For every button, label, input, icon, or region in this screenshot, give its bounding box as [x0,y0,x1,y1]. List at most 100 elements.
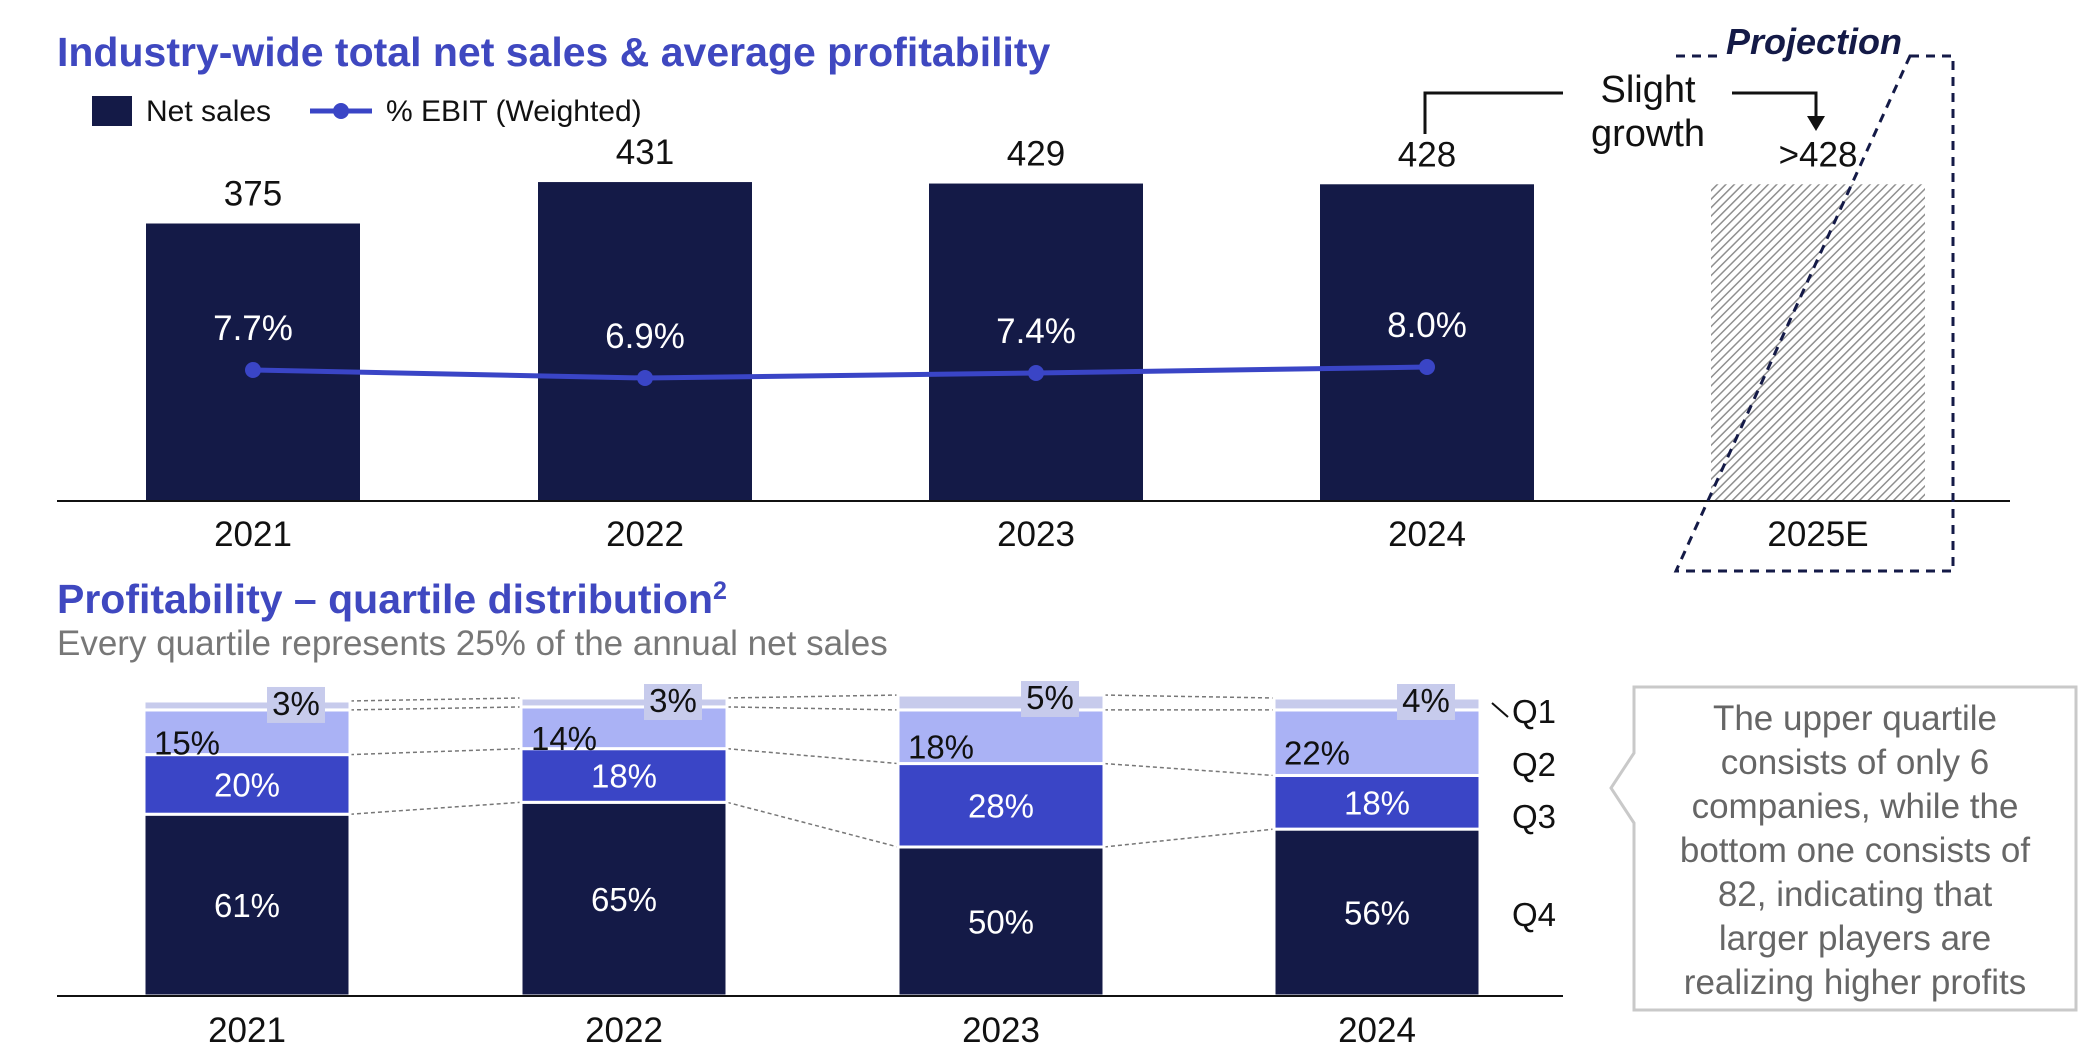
q1-badge [267,686,325,723]
growth-annotation: Slight growth [1423,69,1825,155]
projection-dashed-border [1673,54,1955,573]
segment-connector [726,801,899,848]
segment-connector [726,706,899,711]
bar-q1 [1272,696,1482,712]
note-text: The upper quartile consists of only 6 comp… [1680,699,2030,1002]
quartile-bars [142,693,1482,998]
note-callout-border [1609,685,2078,1012]
note-line: companies, while the [1692,787,2019,826]
bar-q3 [1272,773,1482,831]
q3-value-label: 18% [1344,784,1410,821]
q3-label: Q3 [1512,798,1556,835]
top-x-tick-label: 2022 [606,515,684,554]
bottom-chart-subtitle: Every quartile represents 25% of the ann… [57,624,888,663]
top-x-tick-label: 2024 [1388,515,1466,554]
segment-connector [726,694,899,699]
segment-connector [1103,762,1275,777]
q1-label: Q1 [1512,693,1556,730]
ebit-value-label: 6.9% [605,317,685,356]
bar-q3 [142,753,352,816]
ebit-point [637,370,653,386]
growth-connector-left [1423,91,1563,134]
legend-ebit-label: % EBIT (Weighted) [386,95,642,128]
note-callout: The upper quartile consists of only 6 comp… [1609,685,2078,1012]
legend-net-sales-swatch [92,96,132,126]
quartile-connectors [349,694,1275,848]
segment-connector [1103,828,1275,848]
q3-value-label: 18% [591,757,657,794]
ebit-value-label: 7.7% [213,309,293,348]
q1-value-label: 3% [272,685,320,722]
q2-value-label: 18% [908,729,974,766]
segment-connector [349,747,522,756]
bar-q4 [519,800,729,998]
bar-q3 [519,747,729,804]
note-line: 82, indicating that [1718,875,1993,914]
segment-connector [726,747,899,765]
q4-value-label: 61% [214,887,280,924]
legend-net-sales-label: Net sales [146,95,271,128]
q1-value-label: 5% [1026,679,1074,716]
bar-net-sales [929,183,1143,502]
bar-q1 [142,699,352,712]
growth-arrowhead [1807,116,1825,131]
growth-line-2: growth [1591,113,1705,155]
growth-line-1: Slight [1600,69,1695,111]
bottom-x-tick-label: 2023 [962,1011,1040,1050]
quartile-labels: 61%20%15%3%202165%18%14%3%202250%28%18%5… [154,679,1455,1050]
bar-q1 [519,696,729,709]
net-sales-bars [146,182,1925,502]
bottom-x-tick-label: 2021 [208,1011,286,1050]
q1-value-label: 3% [649,682,697,719]
q2-value-label: 14% [531,720,597,757]
net-sales-value-label: 429 [1007,135,1065,174]
bar-net-sales [538,182,752,501]
projection-box: Projection [1673,21,1955,573]
note-line: realizing higher profits [1684,963,2026,1002]
bar-q4 [1272,827,1482,998]
net-sales-value-label: 375 [224,175,282,214]
top-x-tick-label: 2021 [214,515,292,554]
bottom-chart-title-text: Profitability – quartile distribution [57,576,713,622]
ebit-point [245,362,261,378]
ebit-value-label: 8.0% [1387,306,1467,345]
ebit-value-label: 7.4% [996,312,1076,351]
ebit-point [1419,359,1435,375]
bar-q2 [1272,708,1482,777]
segment-connector [349,706,522,711]
q2-label: Q2 [1512,746,1556,783]
bottom-chart-title: Profitability – quartile distribution2 [57,576,727,622]
ebit-line [252,364,1428,381]
net-sales-value-label: 428 [1398,135,1456,174]
bar-net-sales-projection [1711,184,1925,501]
bar-q4 [896,845,1106,998]
bottom-x-tick-label: 2024 [1338,1011,1416,1050]
q1-badge [1021,681,1079,718]
legend-ebit-marker [333,103,349,119]
q3-value-label: 20% [214,766,280,803]
q2-value-label: 15% [154,724,220,761]
top-x-tick-label: 2025E [1767,515,1868,554]
note-line: consists of only 6 [1721,743,1989,782]
q1-badge [1397,684,1455,720]
legend: Net sales % EBIT (Weighted) [92,95,642,128]
top-x-tick-label: 2023 [997,515,1075,554]
net-sales-value-label: >428 [1779,135,1858,174]
segment-connector [1103,694,1275,699]
growth-connector-right [1732,91,1818,118]
q1-leader-line [1491,702,1509,718]
bar-q2 [896,708,1106,766]
bottom-x-tick-label: 2022 [585,1011,663,1050]
top-chart-labels: 375 2021 431 2022 429 2023 428 2024 >428 2025E 7.7… [213,133,1869,554]
q4-label: Q4 [1512,896,1556,933]
ebit-point [1028,365,1044,381]
bottom-chart-title-superscript: 2 [713,577,727,605]
note-line: bottom one consists of [1680,831,2030,870]
q1-badge [644,684,702,720]
q4-value-label: 56% [1344,895,1410,932]
q4-value-label: 65% [591,881,657,918]
top-chart-title: Industry-wide total net sales & average … [57,29,1051,75]
q2-value-label: 22% [1284,735,1350,772]
ebit-line-series [245,359,1435,386]
projection-label: Projection [1726,21,1902,62]
